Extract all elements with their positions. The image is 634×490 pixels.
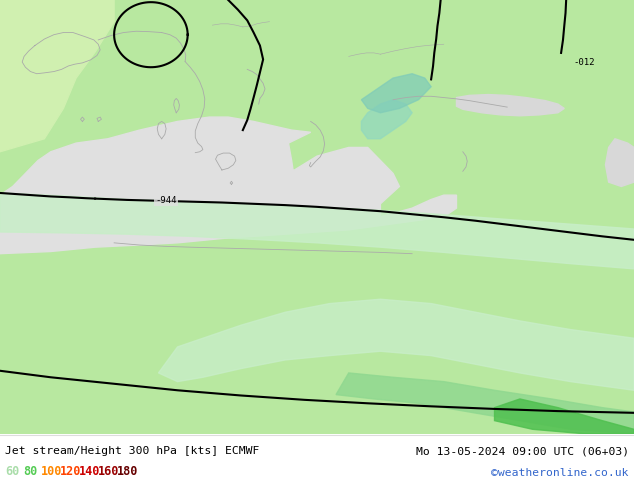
Polygon shape (0, 0, 114, 152)
Polygon shape (605, 139, 634, 187)
Polygon shape (0, 193, 634, 269)
Text: 80: 80 (23, 465, 37, 478)
Text: ©weatheronline.co.uk: ©weatheronline.co.uk (491, 467, 629, 478)
Text: -012: -012 (574, 58, 595, 68)
Text: 160: 160 (98, 465, 119, 478)
Text: 60: 60 (5, 465, 19, 478)
Text: 140: 140 (79, 465, 100, 478)
Polygon shape (495, 399, 634, 434)
Text: 180: 180 (117, 465, 138, 478)
Polygon shape (361, 100, 412, 139)
Polygon shape (456, 95, 564, 116)
Text: 100: 100 (41, 465, 62, 478)
Text: Jet stream/Height 300 hPa [kts] ECMWF: Jet stream/Height 300 hPa [kts] ECMWF (5, 446, 259, 456)
Polygon shape (361, 74, 431, 113)
Text: 120: 120 (60, 465, 81, 478)
Polygon shape (0, 117, 456, 254)
Text: Mo 13-05-2024 09:00 UTC (06+03): Mo 13-05-2024 09:00 UTC (06+03) (416, 446, 629, 456)
Polygon shape (158, 299, 634, 390)
Polygon shape (336, 373, 634, 434)
Text: -944: -944 (155, 196, 177, 205)
